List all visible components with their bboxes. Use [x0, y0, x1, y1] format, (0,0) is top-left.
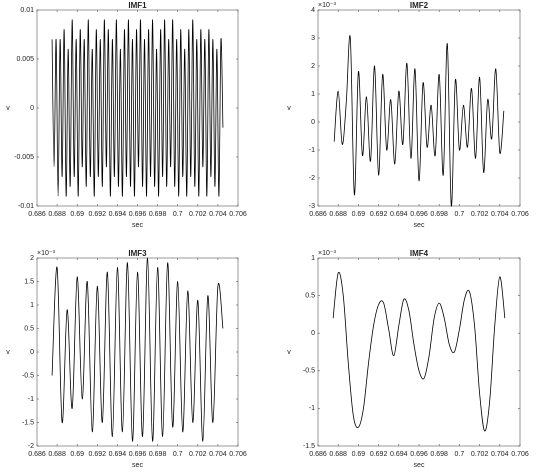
- y-tick-label: -2: [309, 175, 315, 182]
- x-tick-label: 0.698: [149, 451, 167, 458]
- x-tick-label: 0.704: [209, 451, 227, 458]
- axis-exponent: ×10⁻³: [318, 250, 337, 257]
- x-tick-label: 0.706: [511, 211, 529, 218]
- y-tick-label: 0.5: [24, 325, 34, 332]
- y-tick-label: 1: [311, 91, 315, 98]
- y-axis-label: v: [6, 349, 10, 356]
- y-tick-label: 3: [311, 35, 315, 42]
- y-tick-label: -3: [309, 203, 315, 210]
- x-tick-label: 0.692: [89, 211, 107, 218]
- chart-title: IMF4: [410, 249, 429, 258]
- y-tick-label: 0: [30, 105, 34, 112]
- plot-area: [36, 257, 239, 447]
- x-tick-label: 0.702: [471, 451, 489, 458]
- x-tick-label: 0.686: [28, 211, 46, 218]
- x-axis-label: sec: [132, 462, 143, 469]
- x-tick-label: 0.706: [229, 211, 247, 218]
- y-tick-label: 0.01: [20, 7, 34, 14]
- x-tick-label: 0.702: [471, 211, 489, 218]
- x-tick-label: 0.706: [511, 451, 529, 458]
- x-tick-label: 0.696: [129, 211, 147, 218]
- y-tick-label: 0: [311, 119, 315, 126]
- x-tick-label: 0.694: [109, 211, 127, 218]
- x-tick-label: 0.69: [352, 211, 366, 218]
- x-tick-label: 0.7: [455, 451, 465, 458]
- y-tick-label: -0.01: [18, 203, 34, 210]
- x-tick-label: 0.7: [173, 451, 183, 458]
- chart-title: IMF1: [128, 1, 147, 10]
- y-tick-label: -1.5: [22, 419, 34, 426]
- y-tick-label: -0.5: [303, 368, 315, 375]
- x-tick-label: 0.702: [189, 211, 207, 218]
- signal-line: [51, 257, 224, 442]
- chart-title: IMF2: [410, 1, 429, 10]
- x-tick-label: 0.69: [70, 211, 84, 218]
- x-tick-label: 0.704: [491, 211, 509, 218]
- y-tick-label: 4: [311, 7, 315, 14]
- y-tick-label: 0: [30, 349, 34, 356]
- x-tick-label: 0.688: [329, 211, 347, 218]
- y-axis-label: v: [287, 349, 291, 356]
- y-tick-label: -0.5: [22, 372, 34, 379]
- x-tick-label: 0.686: [309, 451, 327, 458]
- x-tick-label: 0.692: [89, 451, 107, 458]
- y-tick-label: -0.005: [14, 154, 34, 161]
- chart-title: IMF3: [128, 249, 147, 258]
- y-tick-label: 2: [311, 63, 315, 70]
- y-axis-label: v: [287, 105, 291, 112]
- plot-area: [317, 9, 521, 207]
- x-tick-label: 0.698: [430, 211, 448, 218]
- y-tick-label: 1.5: [24, 278, 34, 285]
- x-tick-label: 0.706: [229, 451, 247, 458]
- x-tick-label: 0.704: [209, 211, 227, 218]
- y-tick-label: -1: [309, 147, 315, 154]
- x-tick-label: 0.694: [390, 211, 408, 218]
- x-tick-label: 0.686: [28, 451, 46, 458]
- y-tick-label: 2: [30, 255, 34, 262]
- x-tick-label: 0.696: [410, 211, 428, 218]
- y-axis-label: v: [6, 105, 10, 112]
- y-tick-label: 0.5: [305, 292, 315, 299]
- x-tick-label: 0.688: [48, 451, 66, 458]
- x-tick-label: 0.692: [370, 211, 388, 218]
- x-tick-label: 0.694: [390, 451, 408, 458]
- y-tick-label: -1.5: [303, 443, 315, 450]
- plot-area: [317, 257, 521, 447]
- y-tick-label: -1: [28, 396, 34, 403]
- x-tick-label: 0.692: [370, 451, 388, 458]
- signal-line: [51, 19, 224, 197]
- x-tick-label: 0.7: [455, 211, 465, 218]
- signal-line: [333, 35, 505, 207]
- axis-exponent: ×10⁻³: [37, 250, 56, 257]
- x-tick-label: 0.69: [70, 451, 84, 458]
- x-axis-label: sec: [132, 222, 143, 229]
- y-tick-label: 1: [311, 255, 315, 262]
- y-tick-label: 1: [30, 302, 34, 309]
- x-tick-label: 0.7: [173, 211, 183, 218]
- axis-exponent: ×10⁻³: [318, 2, 337, 9]
- x-tick-label: 0.696: [129, 451, 147, 458]
- x-tick-label: 0.688: [48, 211, 66, 218]
- y-tick-label: 0.005: [16, 56, 34, 63]
- x-tick-label: 0.702: [189, 451, 207, 458]
- x-axis-label: sec: [414, 462, 425, 469]
- x-tick-label: 0.688: [329, 451, 347, 458]
- x-tick-label: 0.698: [430, 451, 448, 458]
- signal-line: [332, 271, 506, 432]
- x-axis-label: sec: [414, 222, 425, 229]
- x-tick-label: 0.686: [309, 211, 327, 218]
- x-tick-label: 0.698: [149, 211, 167, 218]
- x-tick-label: 0.69: [352, 451, 366, 458]
- y-tick-label: -2: [28, 443, 34, 450]
- x-tick-label: 0.704: [491, 451, 509, 458]
- x-tick-label: 0.696: [410, 451, 428, 458]
- y-tick-label: -1: [309, 405, 315, 412]
- x-tick-label: 0.694: [109, 451, 127, 458]
- y-tick-label: 0: [311, 330, 315, 337]
